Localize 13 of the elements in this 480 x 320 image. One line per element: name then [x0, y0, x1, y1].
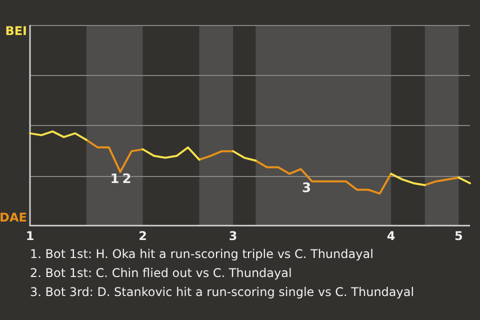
annotation: 2: [122, 172, 132, 187]
x-tick-label: 4: [386, 228, 396, 243]
text: 1. Bot 1st: H. Oka hit a run-scoring triple vs C. Thundayal: [30, 246, 374, 263]
text: 2. Bot 1st: C. Chin flied out vs C. Thundayal: [30, 265, 293, 282]
annotation: 1: [110, 172, 120, 187]
text: BEI: [5, 24, 27, 38]
x-tick-label: 5: [454, 228, 463, 243]
text: 3. Bot 3rd: D. Stankovic hit a run-scoring single vs C. Thundayal: [30, 284, 414, 301]
text: DAE: [0, 210, 27, 225]
x-tick-label: 2: [138, 228, 147, 243]
x-tick-label: 3: [228, 228, 238, 243]
annotation: 3: [302, 181, 312, 196]
x-tick-label: 1: [26, 228, 34, 243]
